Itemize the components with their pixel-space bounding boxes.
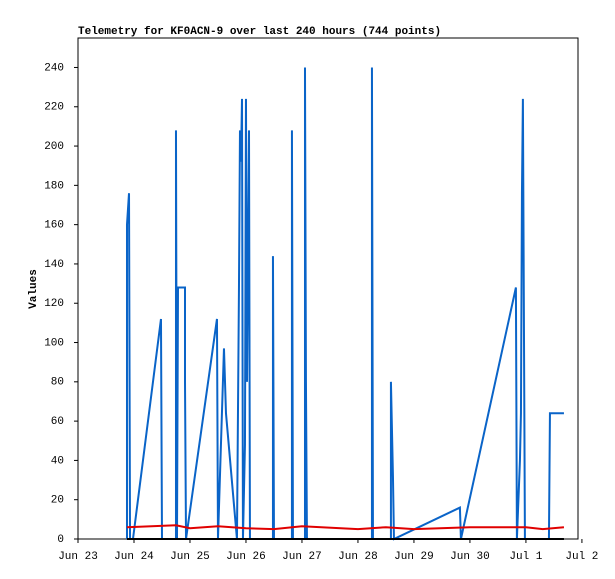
x-tick-label: Jun 30 [450, 551, 490, 563]
y-tick-label: 0 [57, 534, 64, 546]
y-tick-label: 40 [51, 455, 64, 467]
x-tick-label: Jun 29 [394, 551, 434, 563]
x-tick-label: Jun 28 [338, 551, 378, 563]
chart-title: Telemetry for KF0ACN-9 over last 240 hou… [78, 26, 441, 38]
y-tick-label: 20 [51, 495, 64, 507]
y-tick-label: 80 [51, 377, 64, 389]
y-tick-label: 180 [44, 180, 64, 192]
y-tick-label: 60 [51, 416, 64, 428]
x-tick-label: Jun 27 [282, 551, 322, 563]
y-tick-label: 120 [44, 298, 64, 310]
y-tick-label: 100 [44, 337, 64, 349]
y-tick-label: 200 [44, 141, 64, 153]
x-tick-label: Jun 23 [58, 551, 98, 563]
y-tick-label: 140 [44, 259, 64, 271]
y-tick-label: 160 [44, 220, 64, 232]
y-tick-label: 220 [44, 102, 64, 114]
x-tick-label: Jun 26 [226, 551, 266, 563]
x-tick-label: Jul 1 [509, 551, 542, 563]
x-tick-label: Jun 25 [170, 551, 210, 563]
y-tick-label: 240 [44, 62, 64, 74]
y-axis-label: Values [28, 269, 40, 309]
series-line [126, 524, 565, 531]
x-tick-label: Jul 2 [565, 551, 598, 563]
x-tick-label: Jun 24 [114, 551, 154, 563]
